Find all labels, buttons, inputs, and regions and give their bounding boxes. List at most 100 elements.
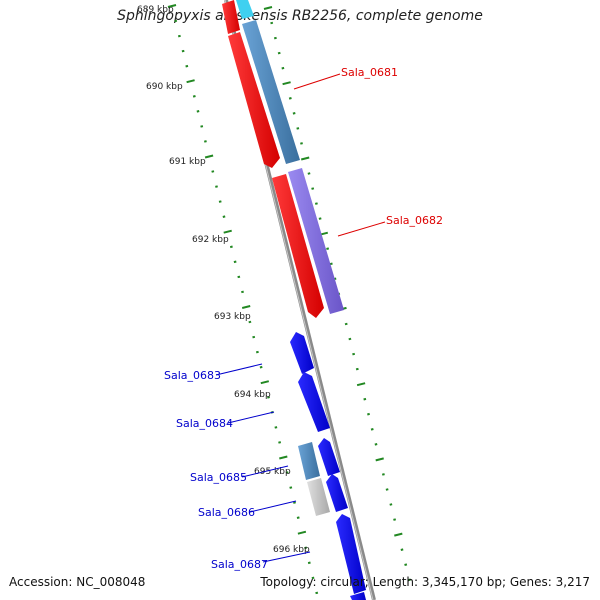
leader-line — [262, 551, 311, 563]
minor-tick — [218, 200, 222, 203]
leader-line — [293, 73, 341, 90]
major-tick — [263, 6, 273, 10]
cds-sala-0687[interactable] — [336, 514, 366, 594]
major-tick — [260, 380, 270, 385]
tick-dots-right — [263, 6, 411, 582]
leader-line — [337, 221, 386, 237]
minor-tick — [185, 64, 189, 68]
minor-tick — [267, 396, 270, 399]
minor-tick — [277, 51, 281, 55]
minor-tick — [352, 352, 356, 356]
minor-tick — [329, 262, 333, 266]
minor-tick — [233, 260, 237, 264]
minor-tick — [292, 112, 296, 115]
tick-label: 694 kbp — [234, 390, 271, 400]
tick-label: 689 kbp — [137, 5, 174, 15]
major-tick — [204, 154, 214, 159]
minor-tick — [374, 443, 378, 446]
minor-tick — [304, 546, 308, 550]
minor-tick — [326, 247, 330, 250]
gene-label-sala-0683[interactable]: Sala_0683 — [164, 369, 221, 382]
major-tick — [394, 532, 403, 537]
major-tick — [300, 156, 310, 161]
minor-tick — [252, 335, 256, 339]
cds-track — [222, 0, 366, 600]
minor-tick — [385, 488, 389, 491]
minor-tick — [348, 337, 352, 341]
minor-tick — [241, 290, 244, 294]
minor-tick — [296, 127, 300, 130]
minor-tick — [389, 503, 393, 506]
minor-tick — [344, 322, 348, 326]
tick-label: 696 kbp — [273, 545, 310, 555]
leader-line — [215, 363, 263, 376]
tick-labels: 689 kbp 690 kbp 691 kbp 692 kbp 693 kbp … — [137, 5, 310, 555]
minor-tick — [248, 320, 252, 324]
minor-tick — [404, 563, 408, 566]
tick-label: 695 kbp — [254, 467, 291, 477]
minor-tick — [381, 473, 385, 476]
major-tick — [241, 305, 251, 309]
minor-tick — [211, 170, 215, 173]
gene-label-sala-0687[interactable]: Sala_0687 — [211, 558, 268, 571]
minor-tick — [363, 397, 367, 401]
tick-dots-left — [167, 4, 319, 595]
minor-tick — [273, 36, 277, 40]
minor-tick — [281, 66, 285, 70]
gene-label-sala-0685[interactable]: Sala_0685 — [190, 471, 247, 484]
tick-label: 692 kbp — [192, 235, 229, 245]
minor-tick — [318, 217, 322, 220]
topology-text: Topology: circular; Length: 3,345,170 bp… — [260, 575, 590, 589]
minor-tick — [174, 19, 178, 23]
cds-sala-0684[interactable] — [298, 372, 330, 432]
minor-tick — [307, 561, 311, 565]
minor-tick — [289, 486, 293, 489]
gene-label-sala-0684[interactable]: Sala_0684 — [176, 417, 233, 430]
genome-title: Sphingopyxis alaskensis RB2256, complete… — [117, 8, 483, 24]
cog-feature-sala0681 — [242, 20, 300, 164]
gene-label-sala-0681[interactable]: Sala_0681 — [341, 66, 398, 79]
tick-label: 690 kbp — [146, 82, 183, 92]
minor-tick — [300, 142, 303, 145]
cds-sala-0685[interactable] — [318, 438, 340, 476]
cds-sala-0683[interactable] — [290, 332, 314, 374]
leader-line — [241, 465, 289, 478]
cds-sala-0681[interactable] — [228, 32, 280, 168]
minor-tick — [307, 172, 311, 175]
gene-labels: Sala_0681 Sala_0682 Sala_0683 Sala_0684 … — [164, 66, 443, 571]
gene-label-sala-0682[interactable]: Sala_0682 — [386, 214, 443, 227]
minor-tick — [311, 576, 315, 580]
accession-text: Accession: NC_008048 — [9, 575, 146, 589]
major-tick — [223, 229, 232, 234]
minor-tick — [278, 441, 282, 444]
minor-tick — [393, 518, 397, 521]
minor-tick — [274, 426, 278, 429]
major-tick — [297, 530, 307, 535]
minor-tick — [196, 110, 200, 113]
minor-tick — [288, 97, 292, 100]
leader-line — [227, 411, 275, 424]
cog-feature-sala0685 — [298, 442, 320, 480]
minor-tick — [311, 187, 315, 190]
minor-tick — [200, 125, 204, 128]
major-tick — [186, 79, 195, 84]
minor-tick — [203, 140, 207, 143]
major-tick — [279, 455, 288, 460]
major-tick — [167, 4, 177, 8]
minor-tick — [270, 21, 274, 25]
tick-label: 691 kbp — [169, 157, 206, 167]
major-tick — [356, 382, 366, 387]
minor-tick — [408, 578, 411, 582]
major-tick — [282, 81, 291, 86]
cds-sala-0686[interactable] — [326, 474, 348, 512]
minor-tick — [285, 471, 289, 474]
minor-tick — [315, 591, 319, 595]
cds-sala-0682[interactable] — [272, 174, 324, 318]
major-tick — [375, 457, 384, 462]
tick-label: 693 kbp — [214, 312, 251, 322]
minor-tick — [181, 49, 185, 53]
minor-tick — [255, 350, 259, 354]
gene-label-sala-0686[interactable]: Sala_0686 — [198, 506, 255, 519]
minor-tick — [293, 501, 296, 504]
